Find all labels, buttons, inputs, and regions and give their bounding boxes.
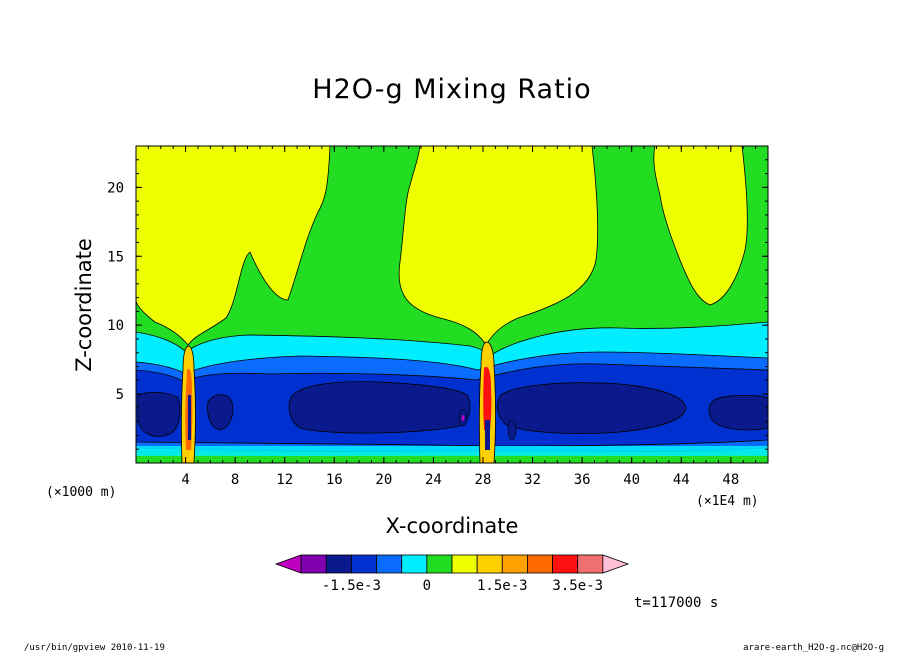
plot-frame (135, 145, 769, 464)
contour-yellow (398, 146, 599, 346)
colorbar-swatch (476, 554, 503, 574)
contour-navy (497, 382, 687, 434)
colorbar-label: -1.5e-3 (322, 578, 381, 594)
contour-navy (207, 394, 234, 431)
colorbar-label: 3.5e-3 (552, 578, 603, 594)
contour-navy (137, 392, 181, 437)
y-tick-label: 20 (107, 180, 124, 196)
contour-yellow (653, 146, 748, 306)
contour-navy (288, 381, 471, 434)
colorbar-swatch (300, 554, 327, 574)
colorbar-swatch (451, 554, 478, 574)
colorbar-swatch (351, 554, 377, 574)
footer-left: /usr/bin/gpview 2010-11-19 (24, 643, 165, 653)
y-tick-label: 5 (116, 387, 124, 403)
x-axis-unit-left: (×1000 m) (46, 485, 117, 500)
plume-left-core2 (188, 395, 191, 440)
colorbar-swatch (527, 554, 553, 574)
x-tick-label: 28 (475, 472, 492, 488)
colorbar-swatch (426, 554, 453, 574)
colorbar-label: 1.5e-3 (477, 578, 528, 594)
colorbar-swatch (325, 554, 352, 574)
x-tick-label: 48 (722, 472, 739, 488)
contour-cyan-strip (136, 446, 768, 456)
contour-speck (507, 419, 517, 441)
x-axis-unit-right: (×1E4 m) (696, 494, 759, 509)
x-tick-label: 24 (425, 472, 442, 488)
colorbar-swatch (501, 554, 528, 574)
plume-mid-core (483, 366, 492, 430)
x-tick-label: 12 (276, 472, 293, 488)
colorbar-swatch (552, 554, 579, 574)
x-tick-label: 8 (231, 472, 239, 488)
contour-navy (708, 394, 768, 431)
contour-yellow (136, 146, 331, 346)
colorbar-swatch (577, 554, 604, 574)
x-tick-label: 20 (375, 472, 392, 488)
colorbar-swatch (602, 554, 630, 574)
time-label: t=117000 s (634, 595, 719, 611)
x-tick-label: 40 (623, 472, 640, 488)
contour-speck (461, 415, 465, 421)
x-tick-label: 16 (326, 472, 343, 488)
colorbar: -1.5e-3 0 1.5e-3 3.5e-3 (274, 554, 630, 594)
x-tick-label: 44 (673, 472, 690, 488)
y-tick-label: 10 (107, 318, 124, 334)
colorbar-swatch (401, 554, 428, 574)
x-axis-label: X-coordinate (385, 514, 519, 538)
y-tick-label: 15 (107, 249, 124, 265)
plume-mid-core2 (485, 420, 490, 450)
contour-field (136, 146, 768, 463)
colorbar-label: 0 (423, 578, 431, 594)
contour-bottom (136, 452, 768, 463)
colorbar-swatch (274, 554, 302, 574)
colorbar-swatch (376, 554, 403, 574)
x-tick-label: 36 (574, 472, 591, 488)
footer-right: arare-earth_H2O-g.nc@H2O-g (743, 643, 884, 653)
x-tick-label: 4 (181, 472, 189, 488)
chart-title: H2O-g Mixing Ratio (312, 74, 592, 105)
x-tick-label: 32 (524, 472, 541, 488)
